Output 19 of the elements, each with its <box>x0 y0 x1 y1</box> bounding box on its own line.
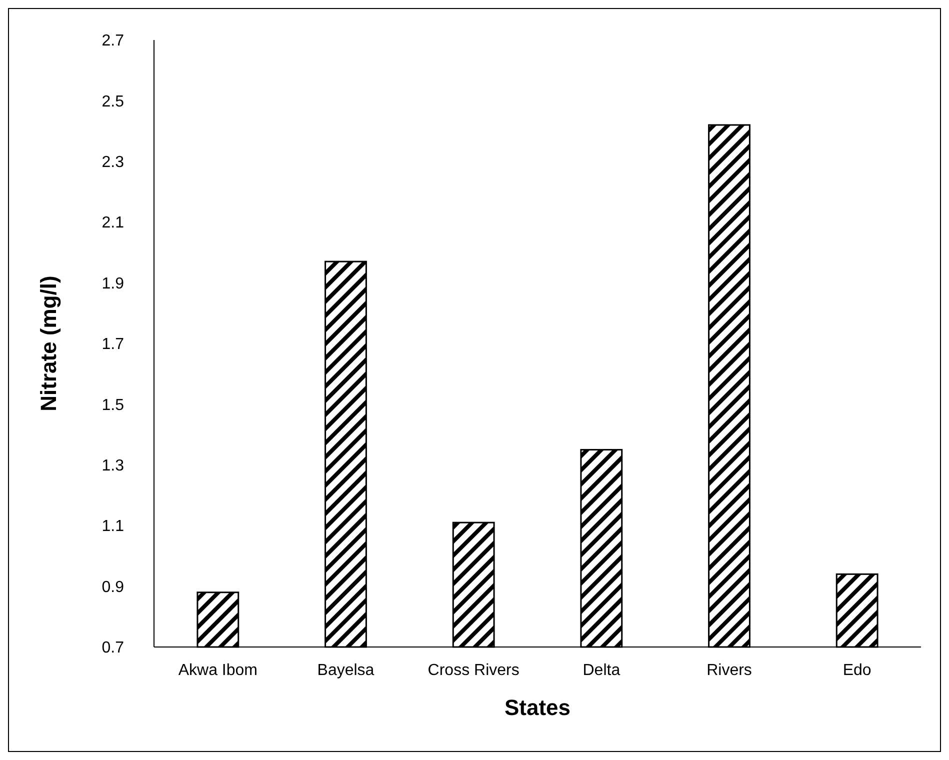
y-tick-label: 1.1 <box>102 518 124 536</box>
y-axis-title: Nitrate (mg/l) <box>36 276 61 412</box>
x-tick-label: Edo <box>842 662 872 679</box>
y-tick-label: 2.5 <box>102 93 124 110</box>
y-tick-label: 2.1 <box>102 214 124 232</box>
x-axis-title: States <box>504 695 571 720</box>
x-tick-label: Cross Rivers <box>428 662 520 679</box>
y-tick-label: 1.9 <box>102 275 124 292</box>
x-tick-label: Bayelsa <box>317 662 374 679</box>
y-tick-label: 2.3 <box>102 154 124 171</box>
y-tick-label: 1.3 <box>102 458 124 474</box>
y-tick-label: 0.9 <box>102 578 124 596</box>
x-tick-label: Akwa Ibom <box>178 662 258 679</box>
y-tick-label: 0.7 <box>102 640 124 657</box>
y-tick-label: 1.5 <box>102 396 124 414</box>
y-tick-label: 1.7 <box>102 336 124 354</box>
x-tick-label: Delta <box>582 662 620 679</box>
y-tick-label: 2.7 <box>102 32 124 50</box>
x-tick-label: Rivers <box>706 662 752 679</box>
